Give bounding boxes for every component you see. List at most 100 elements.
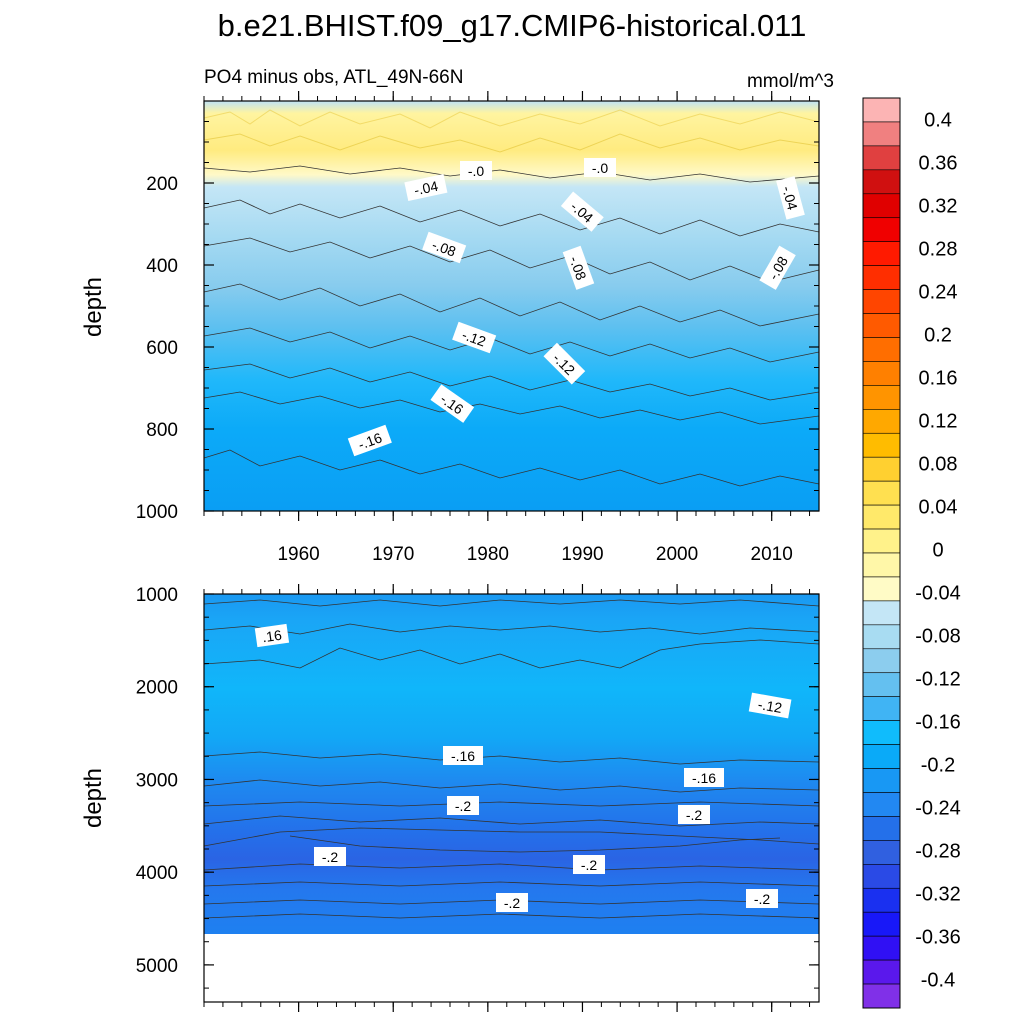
contour-label-box: [678, 805, 710, 824]
upper-xtick-label: 1970: [372, 544, 414, 565]
upper-xtick-label: 1990: [561, 544, 603, 565]
upper-x-ticks: 1960 1970 1980 1990 2000 2010: [203, 91, 811, 565]
colorbar-labels: 0.4 0.36 0.32 0.28 0.24 0.2 0.16 0.12 0.08 0.04 0 -…: [915, 110, 961, 992]
upper-xtick-label: 2000: [656, 544, 698, 565]
upper-ytick-label: 200: [146, 174, 178, 195]
colorbar-box: [862, 983, 901, 1009]
upper-xtick-label: 1980: [467, 544, 509, 565]
contour-label-text: -.2: [581, 857, 598, 873]
colorbar-label: 0.36: [919, 153, 958, 175]
upper-contour-label: -.04: [776, 176, 805, 220]
colorbar-box: [862, 361, 901, 386]
colorbar-box: [862, 480, 901, 506]
upper-contour-label: -.0: [584, 158, 616, 177]
colorbar-box: [862, 887, 901, 913]
colorbar-box: [862, 864, 901, 889]
colorbar-label: 0.04: [919, 497, 958, 519]
colorbar-label: -0.2: [921, 755, 955, 777]
contour-label-text: -.16: [692, 770, 716, 786]
colorbar-box: [862, 959, 901, 985]
colorbar-box: [862, 624, 901, 650]
colorbar-boxes: [862, 97, 901, 1009]
colorbar-label: 0.28: [919, 239, 958, 261]
colorbar-box: [862, 504, 901, 530]
lower-ytick-label: 5000: [136, 956, 178, 977]
colorbar-box: [862, 696, 901, 721]
lower-ytick-label: 4000: [136, 863, 178, 884]
colorbar-label: 0.2: [924, 325, 952, 347]
lower-contour-label: -.2: [573, 855, 605, 874]
contour-label-text: -.2: [322, 849, 339, 865]
upper-xtick-label: 2010: [751, 544, 793, 565]
contour-label-box: [422, 231, 467, 264]
colorbar: 0.4 0.36 0.32 0.28 0.24 0.2 0.16 0.12 0.08 0.04 0 -…: [862, 97, 961, 1009]
panel-subtitle: PO4 minus obs, ATL_49N-66N: [204, 67, 463, 88]
upper-panel-field: [204, 101, 819, 511]
contour-label-box: [746, 889, 778, 908]
colorbar-box: [862, 600, 901, 626]
contour-label-box: [560, 191, 604, 232]
contour-label-box: [562, 245, 595, 290]
lower-contour-label: -.2: [447, 796, 479, 815]
lower-contour-label: -.2: [678, 805, 710, 824]
lower-contour-label: -.2: [496, 893, 528, 912]
contour-label-box: [748, 692, 792, 719]
lower-y-ticks: 1000 2000 3000 4000 5000: [136, 585, 819, 989]
upper-contours: [203, 165, 820, 487]
colorbar-frame: [862, 97, 901, 1009]
contour-label-box: [573, 855, 605, 874]
colorbar-box: [862, 911, 901, 937]
lower-x-ticks: [203, 584, 811, 1012]
upper-contour-label: -.04: [404, 174, 448, 201]
contour-label-text: -.04: [413, 178, 440, 199]
upper-contour-label: -.08: [422, 231, 467, 264]
contour-label-box: [452, 321, 497, 354]
lower-ytick-label: 2000: [136, 678, 178, 699]
colorbar-box: [862, 169, 901, 195]
lower-ytick-label: 3000: [136, 770, 178, 791]
contour-label-box: [430, 384, 475, 423]
upper-panel: depth 200 400 600 800 1000 1960 1970 1980 1990 2…: [80, 91, 820, 565]
contour-label-text: -.04: [779, 184, 801, 212]
lower-contour-label: -.16: [684, 768, 724, 787]
upper-xtick-label: 1960: [277, 544, 319, 565]
colorbar-box: [862, 409, 901, 434]
contour-label-text: -.2: [686, 807, 703, 823]
contour-label-text: .16: [261, 627, 283, 646]
colorbar-label: 0.32: [919, 196, 958, 218]
upper-contour-label: -.12: [452, 321, 497, 354]
contour-label-box: [543, 342, 586, 385]
colorbar-box: [862, 456, 901, 482]
lower-contour-labels: .16 -.12 -.16 -.16 -.2 -.2 -.2 -.2 -.2 -.2: [254, 623, 792, 912]
colorbar-box: [862, 145, 901, 171]
colorbar-box: [862, 217, 901, 242]
lower-ytick-label: 1000: [136, 585, 178, 606]
colorbar-label: -0.32: [915, 884, 961, 906]
colorbar-box: [862, 672, 901, 697]
colorbar-box: [862, 552, 901, 578]
colorbar-box: [862, 792, 901, 817]
colorbar-label: 0.12: [919, 411, 958, 433]
upper-ylabel: depth: [80, 277, 107, 337]
contour-label-box: [347, 424, 392, 457]
colorbar-label: -0.12: [915, 669, 961, 691]
colorbar-box: [862, 768, 901, 793]
contour-label-text: -.2: [455, 798, 472, 814]
colorbar-box: [862, 193, 901, 219]
lower-contour-label: .16: [254, 623, 290, 648]
lower-contour-label: -.2: [314, 847, 346, 866]
contour-label-box: [776, 176, 805, 220]
contour-label-box: [443, 746, 483, 765]
colorbar-label: -0.16: [915, 712, 961, 734]
contour-label-text: -.12: [460, 326, 488, 349]
colorbar-box: [862, 385, 901, 410]
colorbar-box: [862, 241, 901, 266]
lower-panel: depth 1000 2000 3000 4000 5000 .16 -.12 -.16 -.…: [80, 584, 820, 1012]
lower-panel-field: [204, 594, 819, 934]
upper-contour-labels: -.0 -.0-.04-.04-.04-.08-.08 -.08-.12-.12-.…: [347, 158, 805, 457]
lower-ylabel: depth: [80, 768, 107, 828]
contour-label-text: -.12: [757, 696, 784, 716]
colorbar-label: -0.24: [915, 798, 961, 820]
contour-label-box: [314, 847, 346, 866]
upper-ytick-label: 800: [146, 420, 178, 441]
